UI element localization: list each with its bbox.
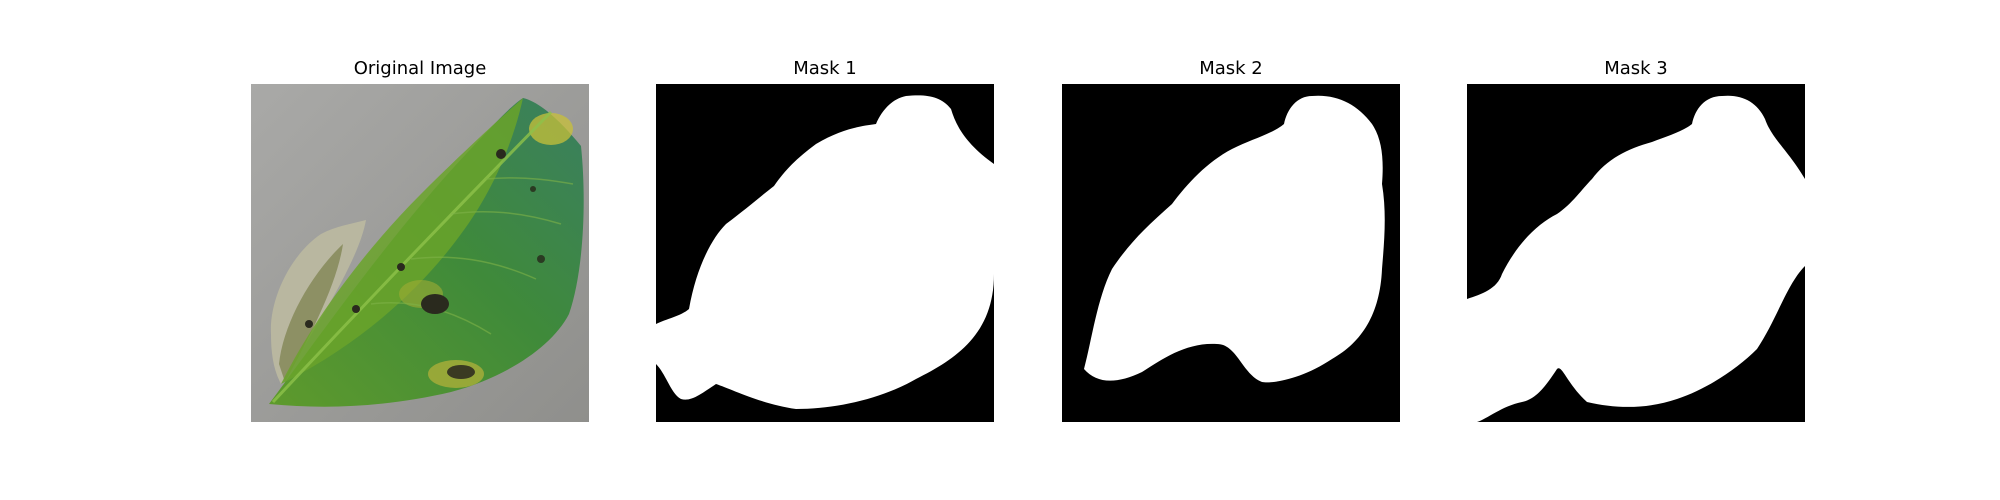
lesion-spot (421, 294, 449, 314)
panel-mask-2: Mask 2 (1062, 58, 1400, 422)
panel-mask-3: Mask 3 (1467, 58, 1805, 422)
leaf-fold (281, 98, 523, 384)
panel-mask-1: Mask 1 (656, 58, 994, 422)
mask-region (656, 95, 994, 409)
lesion-spot (447, 365, 475, 379)
lesion-spot (537, 255, 545, 263)
panel-title: Original Image (353, 58, 487, 79)
lesion-spot (530, 186, 536, 192)
lesion-spot (397, 263, 405, 271)
mask-3-image (1467, 84, 1805, 422)
lesion-spot (305, 320, 313, 328)
panel-title: Mask 2 (1199, 58, 1263, 79)
original-leaf-photo (251, 84, 589, 422)
lesion-spot (496, 149, 506, 159)
mask-2-image (1062, 84, 1400, 422)
mask-1-image (656, 84, 994, 422)
mask-region (1467, 95, 1805, 422)
panel-original-image: Original Image (251, 58, 589, 422)
panel-title: Mask 3 (1604, 58, 1668, 79)
lesion-spot (352, 305, 360, 313)
panel-title: Mask 1 (793, 58, 857, 79)
mask-region (1084, 95, 1385, 383)
